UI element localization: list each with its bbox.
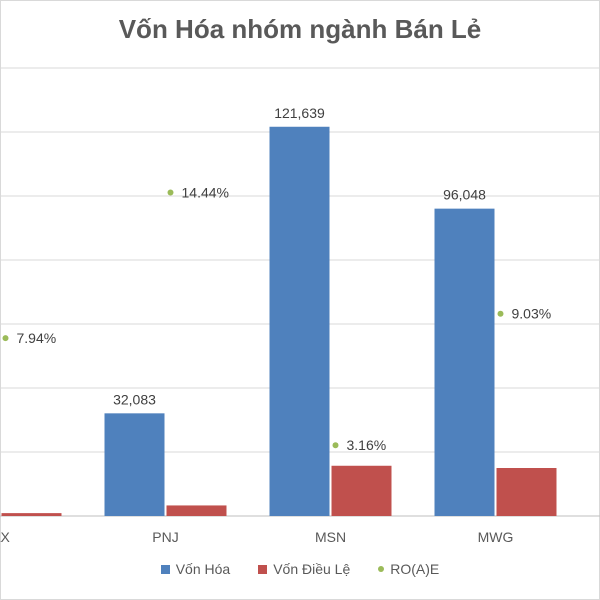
chart-legend: Vốn Hóa Vốn Điều Lệ RO(A)E [0,561,600,577]
legend-label-roae: RO(A)E [390,561,440,577]
category-label-ax: AX [0,529,10,545]
roae-point-ax [2,335,9,342]
bar-pnj-von-dieu-le [166,505,227,516]
category-label-pnj: PNJ [152,529,178,545]
bar-msn-von-dieu-le [331,465,392,516]
category-label-msn: MSN [315,529,346,545]
legend-marker-roae [378,566,385,572]
bar-mwg-von-hoa [434,208,495,516]
roae-point-pnj [167,189,174,196]
legend-swatch-von-dieu-le [258,564,268,574]
roae-label-mwg: 9.03% [512,306,552,322]
data-label-msn: 121,639 [274,105,325,121]
chart-title: Vốn Hóa nhóm ngành Bán Lẻ [118,14,482,44]
legend-item-von-hoa: Vốn Hóa [160,561,231,577]
roae-label-msn: 3.16% [347,437,387,453]
bar-msn-von-hoa [269,126,330,517]
legend-label-von-dieu-le: Vốn Điều Lệ [273,561,351,577]
roae-label-pnj: 14.44% [182,185,229,201]
bar-mwg-von-dieu-le [496,468,557,516]
roae-label-ax: 7.94% [17,330,57,346]
data-label-mwg: 96,048 [443,187,486,203]
bar-ax-von-dieu-le [1,513,62,516]
legend-item-roae: RO(A)E [378,561,439,577]
legend-swatch-von-hoa [160,564,170,574]
bar-pnj-von-hoa [104,413,165,516]
data-label-pnj: 32,083 [113,391,156,407]
category-label-mwg: MWG [478,529,514,545]
legend-item-von-dieu-le: Vốn Điều Lệ [258,561,350,577]
legend-label-von-hoa: Vốn Hóa [175,561,231,577]
roae-point-mwg [497,310,504,317]
roae-point-msn [332,442,339,449]
